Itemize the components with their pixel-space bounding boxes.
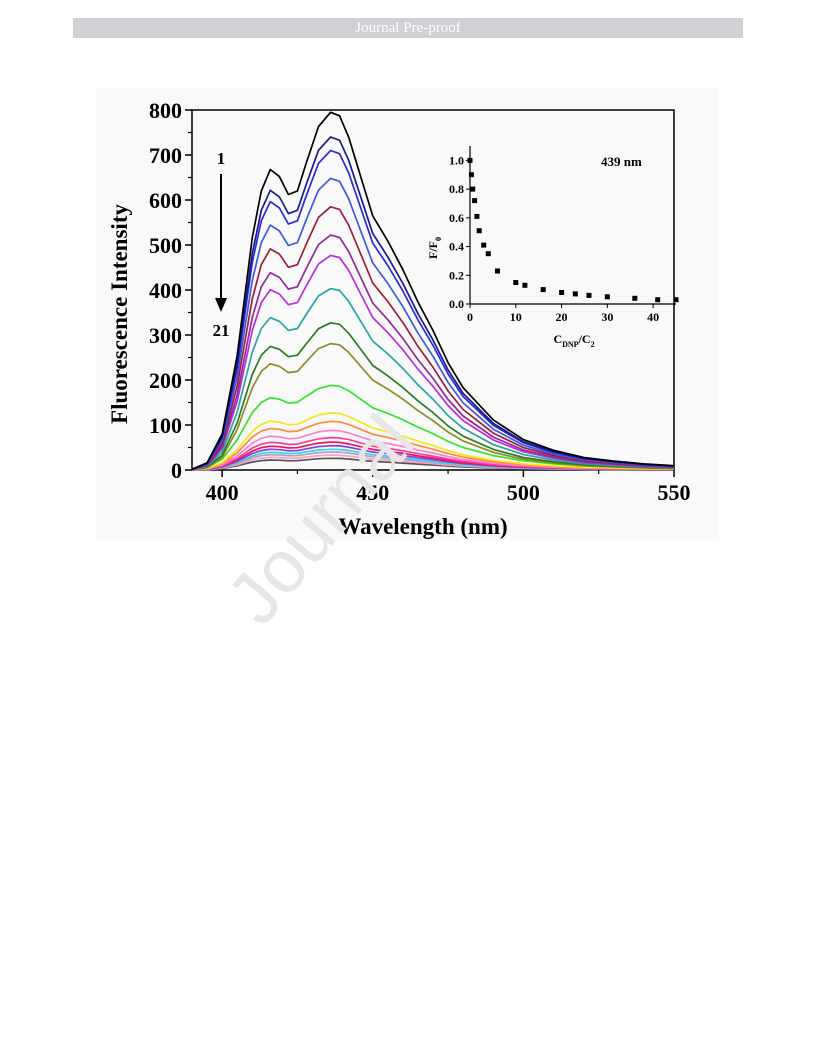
inset-x-axis-label: CDNP/C2 bbox=[553, 332, 594, 349]
series-line-2 bbox=[191, 136, 675, 471]
series-line-11 bbox=[191, 384, 675, 471]
y-tick-label-0: 0 bbox=[171, 458, 182, 483]
y-tick-label-500: 500 bbox=[149, 233, 182, 258]
series-line-9 bbox=[191, 321, 675, 471]
inset-point bbox=[540, 287, 546, 293]
inset-point bbox=[673, 297, 679, 303]
inset-point bbox=[655, 297, 661, 303]
inset-x-label-sub: DNP bbox=[562, 340, 579, 349]
x-tick-label-400: 400 bbox=[206, 480, 239, 505]
inset-point bbox=[586, 292, 592, 298]
inset-point bbox=[481, 242, 487, 248]
inset-x-tick-label-20: 20 bbox=[556, 310, 568, 324]
x-tick-label-500: 500 bbox=[507, 480, 540, 505]
annotation-start-label: 1 bbox=[217, 149, 226, 168]
y-tick-label-400: 400 bbox=[149, 278, 182, 303]
series-line-10 bbox=[191, 342, 675, 471]
journal-header-bar: Journal Pre-proof bbox=[73, 18, 743, 38]
inset-point bbox=[474, 213, 480, 219]
inset-point bbox=[522, 282, 528, 288]
series-line-3 bbox=[191, 149, 675, 471]
series-line-4 bbox=[191, 177, 675, 471]
arrow-head bbox=[215, 298, 227, 312]
x-tick-label-550: 550 bbox=[658, 480, 691, 505]
y-tick-label-600: 600 bbox=[149, 188, 182, 213]
x-axis-label: Wavelength (nm) bbox=[338, 514, 507, 539]
inset-y-label-sub: 0 bbox=[434, 237, 443, 241]
inset-point bbox=[572, 291, 578, 297]
inset-y-axis-label: F/F0 bbox=[426, 237, 443, 259]
series-line-8 bbox=[191, 287, 675, 471]
inset-y-tick-label-1.0: 1.0 bbox=[449, 153, 464, 167]
inset-y-tick-label-0.2: 0.2 bbox=[449, 268, 464, 282]
inset-x-label-main: C bbox=[553, 332, 562, 346]
x-tick-label-450: 450 bbox=[356, 480, 389, 505]
inset-point bbox=[470, 186, 476, 192]
y-tick-label-200: 200 bbox=[149, 368, 182, 393]
header-text: Journal Pre-proof bbox=[355, 20, 461, 36]
inset-point bbox=[472, 198, 478, 204]
inset-y-label-main: F/F bbox=[426, 241, 440, 259]
inset-point bbox=[476, 228, 482, 234]
series-line-7 bbox=[191, 254, 675, 471]
inset-point bbox=[604, 294, 610, 300]
series-line-12 bbox=[191, 412, 675, 471]
y-tick-label-800: 800 bbox=[149, 98, 182, 123]
inset-y-tick-label-0.4: 0.4 bbox=[449, 240, 464, 254]
inset-y-tick-label-0.8: 0.8 bbox=[449, 182, 464, 196]
inset-x-tick-label-0: 0 bbox=[467, 310, 473, 324]
inset-y-tick-label-0.0: 0.0 bbox=[449, 297, 464, 311]
inset-x-tick-label-40: 40 bbox=[647, 310, 659, 324]
inset-x-tick-label-10: 10 bbox=[510, 310, 522, 324]
annotation-arrow bbox=[215, 174, 227, 312]
y-tick-label-300: 300 bbox=[149, 323, 182, 348]
inset-x-tick-label-30: 30 bbox=[601, 310, 613, 324]
inset-title: 439 nm bbox=[601, 154, 642, 169]
inset-y-tick-label-0.6: 0.6 bbox=[449, 211, 464, 225]
inset-point bbox=[485, 251, 491, 257]
annotation-end-label: 21 bbox=[213, 321, 230, 340]
series-line-5 bbox=[191, 205, 675, 471]
y-tick-label-100: 100 bbox=[149, 413, 182, 438]
inset-point bbox=[559, 290, 565, 295]
inset-x-label-mid: /C bbox=[578, 332, 591, 346]
inset-point bbox=[467, 157, 473, 163]
inset-point bbox=[513, 280, 519, 285]
y-axis-label: Fluorescence Intensity bbox=[107, 204, 132, 424]
y-tick-label-700: 700 bbox=[149, 143, 182, 168]
inset-point bbox=[468, 172, 474, 178]
series-line-6 bbox=[191, 234, 675, 471]
inset-plot: 0 10 20 30 40 0.0 0.2 0.4 0.6 0.8 1.0 bbox=[449, 146, 679, 324]
inset-x-label-sub2: 2 bbox=[591, 340, 595, 349]
inset-point bbox=[495, 268, 500, 274]
figure: 400 450 500 550 0 100 200 300 400 500 600 700 800 Fl… bbox=[96, 88, 719, 540]
inset-point bbox=[632, 295, 638, 301]
series-line-14 bbox=[191, 429, 675, 471]
series-line-1 bbox=[191, 111, 675, 471]
